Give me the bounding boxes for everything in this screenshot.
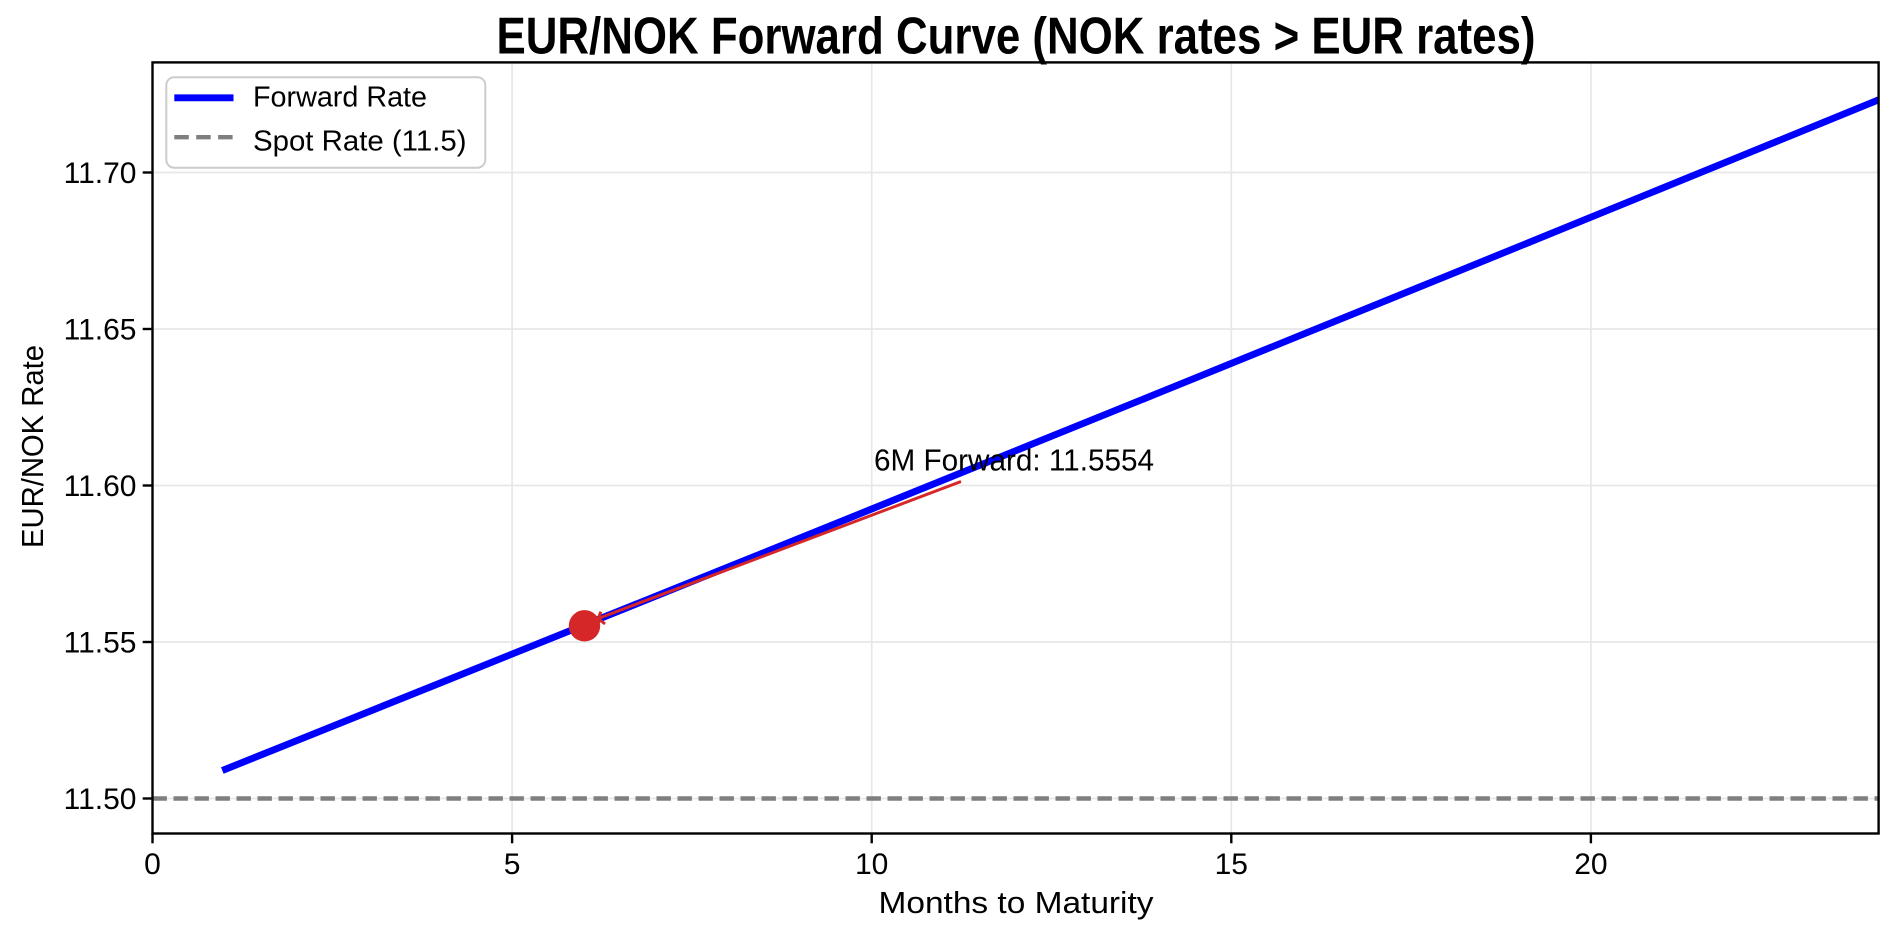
svg-text:6M Forward: 11.5554: 6M Forward: 11.5554 [874,444,1154,478]
svg-text:EUR/NOK Forward Curve (NOK rat: EUR/NOK Forward Curve (NOK rates > EUR r… [497,7,1536,65]
svg-text:Spot Rate (11.5): Spot Rate (11.5) [253,126,467,158]
svg-text:15: 15 [1215,848,1248,881]
svg-text:11.70: 11.70 [64,157,137,190]
svg-text:10: 10 [855,848,888,881]
svg-text:Forward Rate: Forward Rate [253,82,427,114]
svg-text:11.55: 11.55 [64,626,137,659]
svg-text:5: 5 [504,848,521,881]
svg-text:11.50: 11.50 [64,783,137,816]
svg-text:20: 20 [1574,848,1607,881]
svg-text:11.60: 11.60 [64,470,137,503]
svg-text:EUR/NOK Rate: EUR/NOK Rate [15,345,50,548]
svg-text:Months to Maturity: Months to Maturity [879,885,1155,920]
svg-text:11.65: 11.65 [64,313,137,346]
svg-text:0: 0 [144,848,161,881]
